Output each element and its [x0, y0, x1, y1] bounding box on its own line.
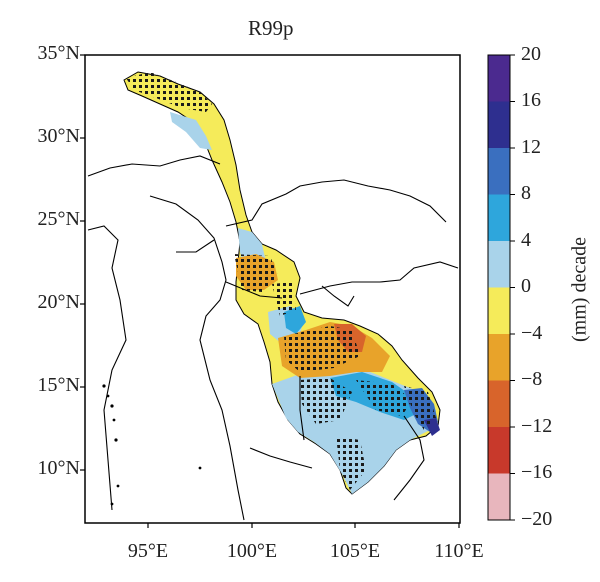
colorbar-segment-3: [488, 148, 510, 195]
lat-label-15: 15°N: [37, 374, 80, 396]
region-blue-west: [284, 306, 306, 334]
lat-label-25: 25°N: [37, 208, 80, 230]
significance-stippling: [126, 72, 436, 490]
colorbar-tick-neg4: −4: [521, 322, 543, 344]
colorbar-tick-8: 8: [521, 182, 531, 204]
colorbar-tick-neg8: −8: [521, 368, 543, 390]
country-borders: [87, 155, 459, 521]
map-title: R99p: [248, 16, 294, 40]
colorbar-tick-12: 12: [521, 136, 541, 158]
lon-label-100: 100°E: [226, 540, 278, 562]
colorbar-segment-9: [488, 427, 510, 474]
colorbar-segment-2: [488, 101, 510, 148]
colorbar-segment-1: [488, 55, 510, 102]
lon-label-110: 110°E: [434, 540, 484, 562]
region-light-blue-north: [170, 112, 212, 150]
map-content: [87, 71, 459, 521]
colorbar-segment-5: [488, 241, 510, 288]
colorbar-segment-8: [488, 380, 510, 427]
lat-label-35: 35°N: [37, 42, 80, 64]
lat-label-10: 10°N: [37, 457, 80, 479]
colorbar-tick-20: 20: [521, 43, 541, 65]
coast-islands: [102, 384, 202, 506]
colorbar-segment-4: [488, 194, 510, 241]
colorbar-segment-7: [488, 334, 510, 381]
colorbar-tick-neg16: −16: [521, 461, 553, 483]
colorbar-unit-label: (mm) decade: [568, 237, 591, 342]
colorbar-tick-neg12: −12: [521, 415, 553, 437]
lon-label-105: 105°E: [329, 540, 381, 562]
colorbar-tick-0: 0: [521, 275, 531, 297]
colorbar-segment-10: [488, 473, 510, 520]
lon-label-95: 95°E: [127, 540, 169, 562]
colorbar-segment-6: [488, 287, 510, 334]
lat-label-20: 20°N: [37, 291, 80, 313]
colorbar-tick-4: 4: [521, 229, 531, 251]
axis-ticks: [80, 54, 460, 528]
colorbar: [487, 54, 515, 521]
colorbar-tick-16: 16: [521, 89, 541, 111]
colorbar-tick-neg20: −20: [521, 508, 553, 530]
lat-label-30: 30°N: [37, 125, 80, 147]
